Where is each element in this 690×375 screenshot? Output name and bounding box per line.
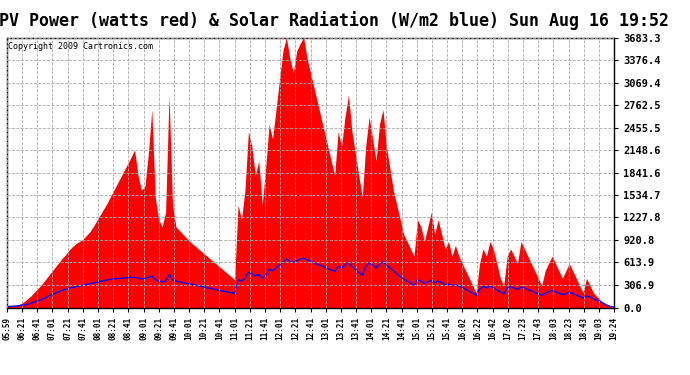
Text: Copyright 2009 Cartronics.com: Copyright 2009 Cartronics.com xyxy=(8,42,153,51)
Text: Total PV Power (watts red) & Solar Radiation (W/m2 blue) Sun Aug 16 19:52: Total PV Power (watts red) & Solar Radia… xyxy=(0,11,669,30)
